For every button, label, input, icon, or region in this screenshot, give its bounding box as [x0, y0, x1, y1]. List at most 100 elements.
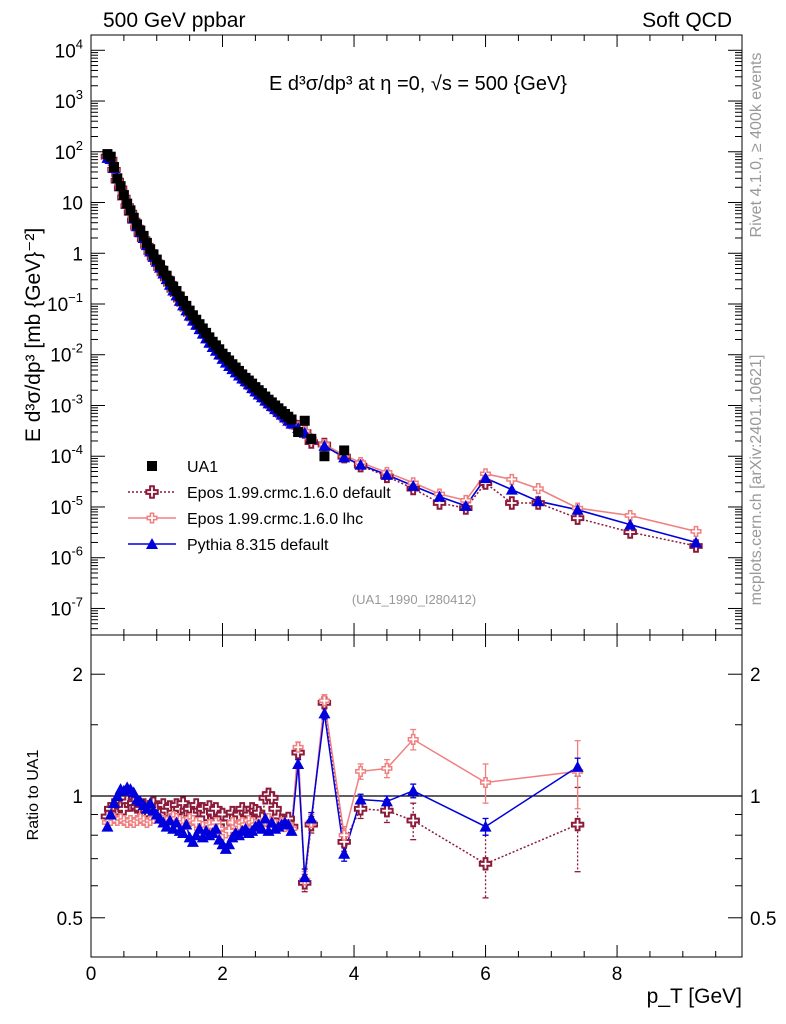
- x-tick-label: 4: [349, 964, 360, 985]
- legend-marker-epos_lhc: [146, 512, 158, 524]
- ratio-point-epos_default: [570, 817, 585, 832]
- main-y-tick-label: 10-6: [50, 544, 83, 570]
- point-data: [319, 451, 330, 462]
- ratio-plot-frame: [90, 634, 743, 958]
- ratio-point-pythia: [380, 795, 393, 807]
- point-data: [118, 190, 129, 201]
- main-y-tick-label: 10: [62, 194, 83, 215]
- point-data: [286, 414, 297, 425]
- main-y-tick-label: 10-7: [50, 594, 83, 620]
- point-epos_lhc: [532, 483, 544, 495]
- point-data: [155, 260, 166, 271]
- main-y-tick-label: 10−1: [47, 290, 83, 316]
- ratio-point-pythia: [209, 822, 222, 834]
- main-plot-title: E d³σ/dp³ at η =0, √s = 500 {GeV}: [269, 73, 567, 95]
- legend-label-pythia: Pythia 8.315 default: [187, 537, 329, 554]
- point-data: [171, 286, 182, 297]
- ratio-plot-panel: 0 2 4 6 8 0.5 0.5 1 1 2 2: [57, 635, 776, 985]
- ratio-point-pythia: [177, 827, 190, 839]
- main-y-tick-label: 10-4: [50, 442, 83, 468]
- x-tick-label: 0: [86, 964, 97, 985]
- ratio-point-pythia: [479, 820, 492, 832]
- rivet-version-label: Rivet 4.1.0, ≥ 400k events: [748, 53, 765, 238]
- main-y-tick-label: 10-2: [50, 341, 83, 367]
- ratio-point-epos_default: [406, 813, 420, 828]
- ratio-point-pythia: [190, 829, 203, 841]
- ratio-point-pythia: [101, 820, 114, 832]
- point-epos_lhc: [624, 509, 636, 522]
- ratio-point-pythia: [338, 847, 351, 859]
- ratio-point-epos_lhc: [407, 733, 419, 745]
- ratio-point-pythia: [111, 790, 124, 801]
- main-y-tick-label: 1: [72, 244, 83, 265]
- point-data: [164, 276, 175, 287]
- point-pythia: [354, 458, 367, 470]
- point-epos_lhc: [690, 525, 702, 537]
- ratio-y-tick-label: 2: [72, 665, 83, 686]
- point-data: [306, 433, 317, 444]
- analysis-id-label: (UA1_1990_I280412): [352, 592, 476, 607]
- point-pythia: [380, 468, 393, 480]
- ratio-point-pythia: [167, 822, 180, 834]
- header-left-label: 500 GeV ppbar: [103, 9, 245, 32]
- ratio-point-pythia: [305, 812, 318, 824]
- point-data: [109, 162, 120, 173]
- point-pythia: [318, 439, 331, 451]
- ratio-point-pythia: [255, 822, 268, 834]
- ratio-point-epos_default: [353, 802, 368, 816]
- point-pythia: [433, 490, 446, 502]
- x-axis-label: p_T [GeV]: [647, 985, 742, 1008]
- ratio-point-pythia: [571, 760, 584, 772]
- point-data: [293, 427, 304, 438]
- point-data: [128, 212, 139, 223]
- point-data: [138, 230, 149, 241]
- ratio-point-pythia: [193, 822, 206, 834]
- ratio-y-tick-label: 0.5: [57, 909, 83, 930]
- point-data: [125, 205, 136, 216]
- point-pythia: [459, 499, 472, 511]
- point-pythia: [505, 483, 518, 495]
- mcplots-label: mcplots.cern.ch [arXiv:2401.10621]: [748, 355, 765, 606]
- main-y-tick-label: 104: [55, 36, 83, 62]
- ratio-point-epos_lhc: [355, 765, 367, 777]
- ratio-y-tick-label: 1: [72, 787, 83, 808]
- ratio-point-pythia: [163, 814, 176, 826]
- legend: UA1 Epos 1.99.crmc.1.6.0 default Epos 1.99…: [128, 459, 391, 554]
- point-data: [141, 237, 152, 248]
- main-plot-data-area: [100, 149, 703, 553]
- point-epos_default: [570, 511, 585, 525]
- ratio-point-epos_lhc: [479, 776, 492, 789]
- main-y-tick-label: 102: [55, 138, 83, 164]
- ratio-point-pythia: [285, 824, 298, 836]
- point-data: [148, 249, 159, 260]
- ratio-point-pythia: [259, 812, 272, 824]
- point-pythia: [407, 479, 420, 491]
- point-data: [122, 198, 133, 209]
- ratio-point-pythia: [180, 818, 193, 830]
- ratio-y-tick-label-right: 0.5: [750, 909, 776, 930]
- legend-label-data: UA1: [187, 459, 218, 476]
- point-pythia: [338, 451, 351, 463]
- ratio-point-epos_default: [380, 804, 394, 818]
- point-pythia: [624, 518, 637, 530]
- point-data: [115, 181, 126, 192]
- legend-label-epos_lhc: Epos 1.99.crmc.1.6.0 lhc: [187, 511, 363, 528]
- point-pythia: [571, 503, 584, 515]
- main-y-tick-label: 10-3: [50, 391, 83, 417]
- main-y-tick-label: 10-5: [50, 493, 83, 519]
- ratio-point-epos_lhc: [381, 762, 393, 774]
- ratio-point-pythia: [318, 707, 331, 719]
- ratio-point-pythia: [108, 797, 121, 809]
- ratio-point-epos_lhc: [318, 695, 330, 707]
- ratio-point-pythia: [292, 757, 305, 769]
- ratio-y-axis-label: Ratio to UA1: [25, 750, 42, 841]
- ratio-point-epos_lhc: [338, 829, 350, 841]
- x-tick-label: 8: [612, 964, 623, 985]
- point-epos_lhc: [506, 473, 518, 485]
- header-right-label: Soft QCD: [642, 9, 732, 32]
- ratio-point-pythia: [407, 784, 420, 796]
- point-pythia: [689, 536, 702, 548]
- point-epos_default: [623, 525, 637, 539]
- ratio-plot-data-area: [100, 694, 585, 899]
